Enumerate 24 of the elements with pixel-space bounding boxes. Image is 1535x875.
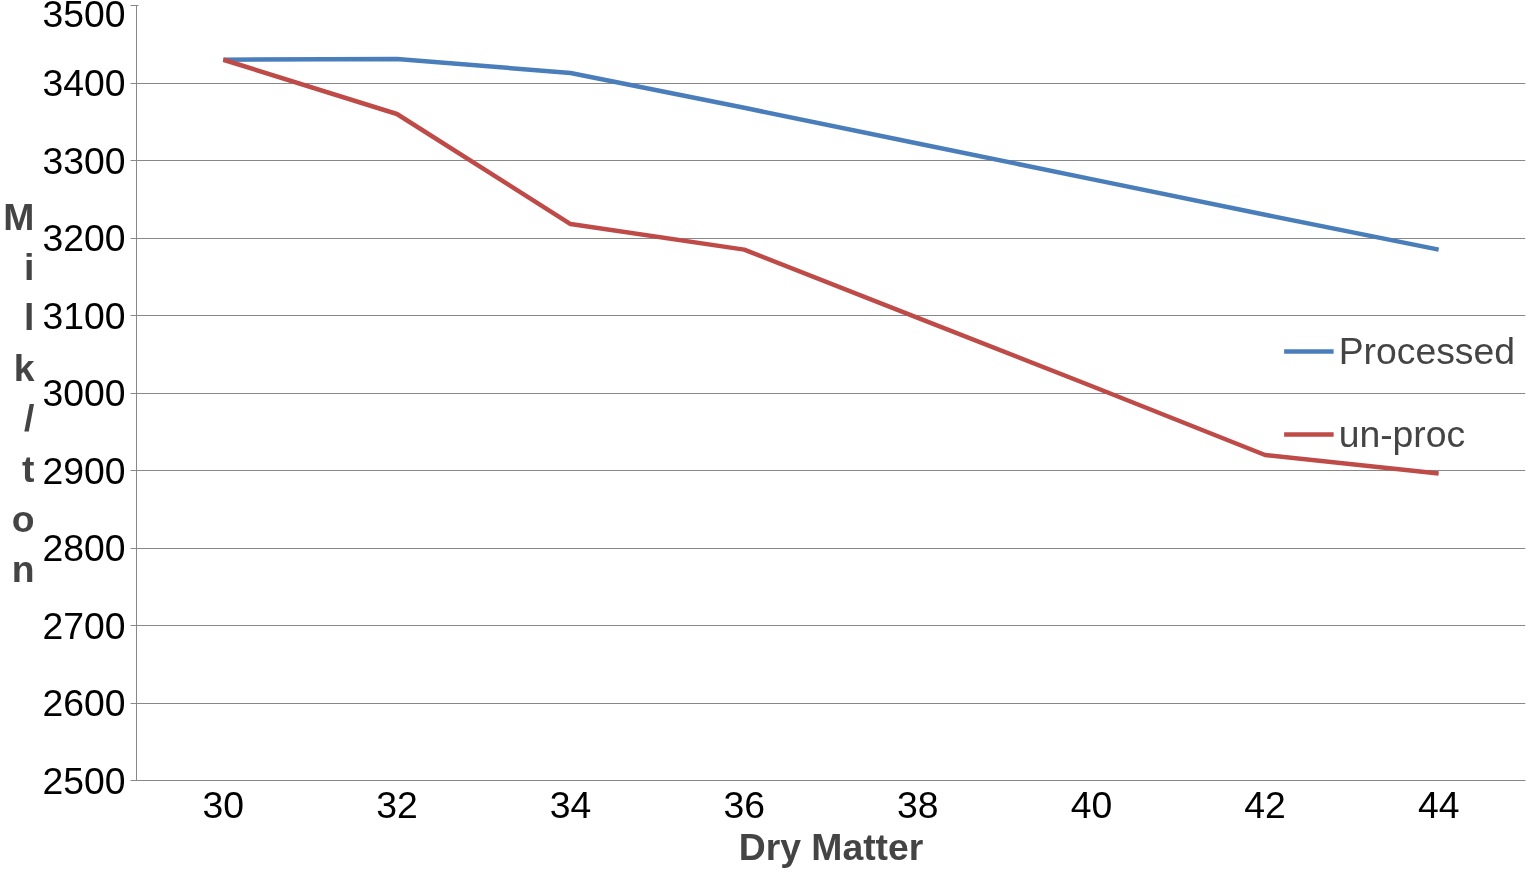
x-tick-label: 38 — [897, 783, 939, 826]
x-tick-label: 36 — [723, 783, 765, 826]
x-tick-label: 40 — [1070, 783, 1113, 826]
y-tick-label: 3100 — [42, 294, 126, 337]
line-series — [221, 56, 1441, 252]
y-tick-label: 3400 — [42, 62, 126, 104]
y-tick-label: 2700 — [42, 604, 126, 647]
y-tick-label: 3500 — [42, 0, 126, 35]
x-tick-label: 42 — [1244, 783, 1286, 826]
y-axis-title: Milk/ton — [3, 195, 35, 591]
y-tick-label: 3200 — [42, 217, 126, 259]
y-tick-label: 3300 — [42, 139, 126, 182]
y-tick-label: 2500 — [42, 759, 126, 802]
y-tick-label: 2900 — [42, 449, 126, 492]
y-tick-label: 2800 — [42, 527, 126, 569]
legend-label: un-proc — [1338, 412, 1466, 456]
legend-label: Processed — [1338, 329, 1515, 373]
x-tick-label: 44 — [1417, 783, 1460, 826]
x-tick-label: 30 — [202, 783, 245, 826]
x-tick-label: 32 — [376, 783, 418, 826]
x-axis-title: Dry Matter — [738, 825, 924, 868]
y-tick-label: 2600 — [42, 682, 126, 724]
y-tick-label: 3000 — [42, 372, 126, 414]
x-tick-label: 34 — [549, 783, 592, 826]
